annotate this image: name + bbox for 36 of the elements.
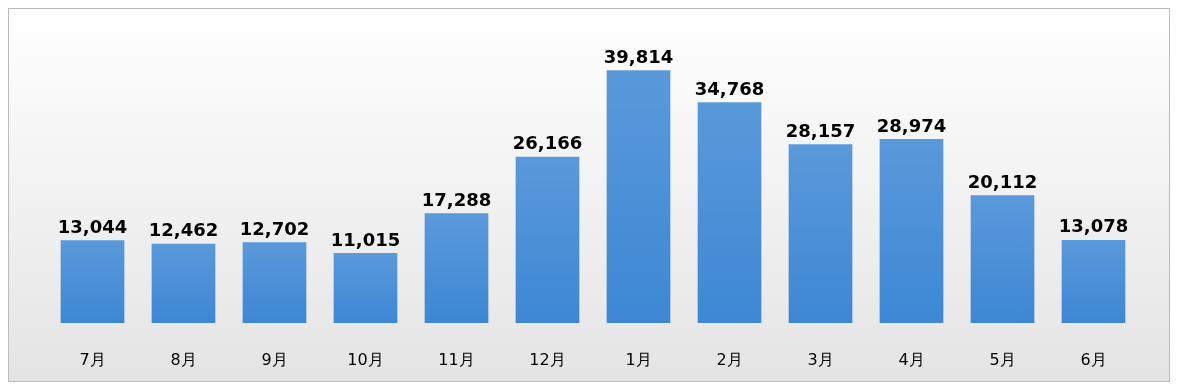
bar <box>1061 239 1126 323</box>
data-label: 12,702 <box>239 217 310 239</box>
x-tick-label: 7月 <box>79 349 106 369</box>
bar <box>606 70 671 323</box>
data-label: 11,015 <box>330 228 401 250</box>
x-tick-label: 2月 <box>716 349 743 369</box>
bar <box>788 144 853 323</box>
data-label: 20,112 <box>967 170 1038 192</box>
x-tick-label: 6月 <box>1080 349 1107 369</box>
x-tick-label: 9月 <box>261 349 288 369</box>
x-tick-label: 10月 <box>347 349 384 369</box>
x-tick-label: 8月 <box>170 349 197 369</box>
bar <box>333 253 398 323</box>
data-label: 12,462 <box>148 219 219 241</box>
bar <box>242 242 307 323</box>
x-tick-label: 3月 <box>807 349 834 369</box>
bar <box>970 195 1035 323</box>
bar <box>60 240 125 323</box>
data-label: 39,814 <box>603 45 674 67</box>
data-label: 17,288 <box>421 188 492 210</box>
data-label: 28,974 <box>876 114 947 136</box>
x-tick-label: 12月 <box>529 349 566 369</box>
bar <box>151 243 216 323</box>
x-tick-label: 4月 <box>898 349 925 369</box>
bar <box>515 156 580 323</box>
x-tick-label: 1月 <box>625 349 652 369</box>
data-label: 13,078 <box>1058 215 1129 237</box>
data-label: 26,166 <box>512 132 583 154</box>
x-tick-label: 11月 <box>438 349 475 369</box>
bar <box>879 139 944 323</box>
bar <box>424 213 489 323</box>
x-tick-label: 5月 <box>989 349 1016 369</box>
data-label: 28,157 <box>785 119 856 141</box>
data-label: 34,768 <box>694 77 765 99</box>
bar <box>697 102 762 323</box>
data-label: 13,044 <box>57 215 128 237</box>
